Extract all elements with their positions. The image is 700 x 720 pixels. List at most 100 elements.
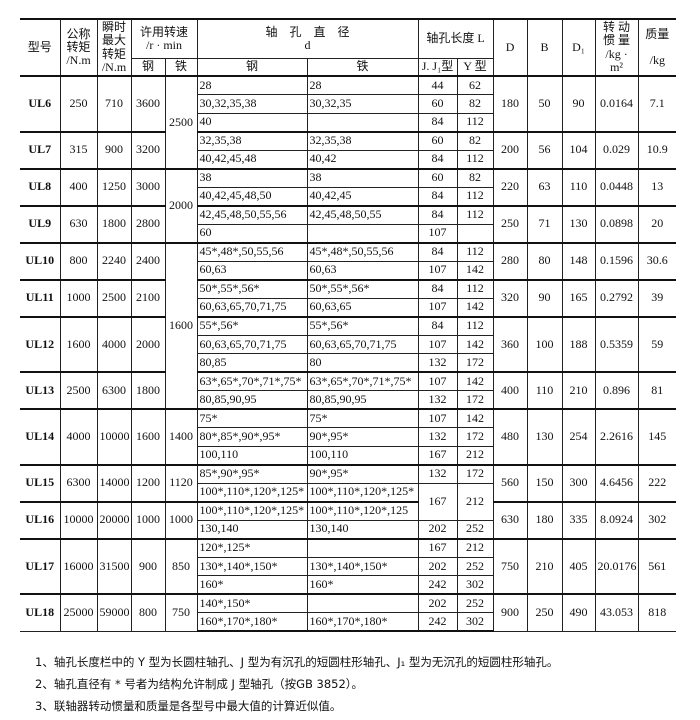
B-cell: 71 bbox=[526, 204, 563, 243]
speed-iron-cell: 750 bbox=[164, 593, 198, 632]
bore-iron-cell: 130,140 bbox=[306, 519, 419, 539]
inertia-cell: 0.5359 bbox=[594, 315, 639, 373]
length-y-cell: 172 bbox=[456, 353, 494, 373]
length-y-cell: 302 bbox=[456, 575, 494, 595]
table-row: 30,32,35,38 30,32,35 60 82 bbox=[20, 94, 676, 114]
torque-cell: 250 bbox=[59, 75, 98, 132]
mass-cell: 7.1 bbox=[637, 75, 677, 132]
bore-steel-cell: 40,42,45,48 bbox=[196, 149, 308, 169]
length-y-cell: 142 bbox=[456, 297, 494, 317]
mass-cell: 561 bbox=[637, 537, 677, 595]
length-j-cell: 242 bbox=[417, 612, 458, 632]
length-y-cell: 112 bbox=[456, 149, 494, 169]
table-row: 80,85 80 132 172 bbox=[20, 353, 676, 373]
bore-steel-cell: 60,63,65,70,71,75 bbox=[196, 334, 308, 354]
peak-torque-cell: 14000 bbox=[96, 463, 132, 502]
speed-iron-cell: 850 bbox=[164, 537, 198, 595]
length-y-cell: 112 bbox=[456, 241, 494, 262]
bore-steel-cell: 32,35,38 bbox=[196, 130, 308, 151]
mass-cell: 81 bbox=[637, 371, 677, 410]
length-y-cell: 112 bbox=[456, 278, 494, 299]
torque-cell: 16000 bbox=[59, 537, 98, 595]
bore-iron-cell: 100*,110*,120*,125* bbox=[306, 482, 419, 502]
inertia-cell: 0.1596 bbox=[594, 241, 639, 280]
inertia-cell: 0.0898 bbox=[594, 204, 639, 243]
mass-cell: 222 bbox=[637, 463, 677, 502]
header-bore-iron: 铁 bbox=[306, 58, 419, 77]
peak-torque-cell: 2500 bbox=[96, 278, 132, 317]
bore-iron-cell: 90*,95* bbox=[306, 427, 419, 447]
length-j-cell: 107 bbox=[417, 408, 458, 428]
D-cell: 750 bbox=[492, 537, 528, 595]
bore-steel-cell: 80,85,90,95 bbox=[196, 390, 308, 410]
length-j-cell: 132 bbox=[417, 353, 458, 373]
inertia-cell: 0.0164 bbox=[594, 75, 639, 132]
table-row: UL17 16000 31500 900 850 120*,125* 167 212 750 21… bbox=[20, 537, 677, 595]
mass-cell: 13 bbox=[637, 167, 677, 206]
mass-cell: 302 bbox=[637, 500, 677, 539]
bore-iron-cell: 45*,48*,50,55,56 bbox=[306, 241, 419, 262]
bore-steel-cell: 85*,90*,95* bbox=[196, 463, 308, 484]
B-cell: 250 bbox=[526, 593, 563, 632]
speed-iron-cell: 2000 bbox=[164, 167, 198, 243]
header-D1: D₁ bbox=[561, 18, 596, 77]
bore-iron-cell: 160*,170*,180* bbox=[306, 612, 419, 632]
D1-cell: 300 bbox=[561, 463, 596, 502]
bore-steel-cell: 60,63 bbox=[196, 260, 308, 280]
length-y-cell: 172 bbox=[456, 463, 494, 484]
mass-cell: 39 bbox=[637, 278, 677, 317]
bore-iron-cell: 60,63,65,70,71,75 bbox=[306, 334, 419, 354]
bore-iron-cell: 42,45,48,50,55 bbox=[306, 204, 419, 225]
table-body: UL6 250 710 3600 2500 28 28 44 62 180 50 90 0.0164 7.… bbox=[20, 75, 677, 632]
model-cell: UL13 bbox=[20, 371, 61, 410]
header-model: 型号 bbox=[20, 18, 61, 77]
table-row: 60,63,65,70,71,75 60,63,65,70,71,75 107 142 bbox=[20, 334, 676, 354]
length-y-cell: 82 bbox=[456, 167, 494, 188]
peak-torque-cell: 4000 bbox=[96, 315, 132, 373]
D-cell: 250 bbox=[492, 204, 528, 243]
D-cell: 220 bbox=[492, 167, 528, 206]
D1-cell: 130 bbox=[561, 204, 596, 243]
bore-steel-cell: 40 bbox=[196, 112, 308, 132]
D-cell: 320 bbox=[492, 278, 528, 317]
length-j-cell: 167 bbox=[417, 445, 458, 465]
model-cell: UL18 bbox=[20, 593, 61, 632]
torque-cell: 4000 bbox=[59, 408, 98, 465]
model-cell: UL10 bbox=[20, 241, 61, 280]
length-j-cell: 84 bbox=[417, 204, 458, 225]
model-cell: UL17 bbox=[20, 537, 61, 595]
speed-iron-cell: 2500 bbox=[164, 75, 198, 169]
length-j-cell: 84 bbox=[417, 278, 458, 299]
length-j-cell: 202 bbox=[417, 519, 458, 539]
speed-steel-cell: 1600 bbox=[130, 408, 166, 465]
header-speed-steel: 钢 bbox=[130, 58, 166, 77]
bore-steel-cell: 80,85 bbox=[196, 353, 308, 373]
torque-cell: 25000 bbox=[59, 593, 98, 632]
bore-iron-cell: 90*,95* bbox=[306, 463, 419, 484]
length-j-cell: 242 bbox=[417, 575, 458, 595]
D-cell: 360 bbox=[492, 315, 528, 373]
bore-steel-cell: 100*,110*,120*,125* bbox=[196, 482, 308, 502]
speed-iron-cell: 1400 bbox=[164, 408, 198, 465]
length-y-cell: 252 bbox=[456, 593, 494, 613]
length-y-cell: 172 bbox=[456, 390, 494, 410]
bore-steel-cell: 40,42,45,48,50 bbox=[196, 186, 308, 206]
length-y-cell: 82 bbox=[456, 130, 494, 151]
table-row: UL16 10000 20000 1000 1000 100*,110*,120*,125… bbox=[20, 500, 677, 539]
D-cell: 630 bbox=[492, 500, 528, 539]
mass-cell: 818 bbox=[637, 593, 677, 632]
bore-iron-cell: 50*,55*,56* bbox=[306, 278, 419, 299]
length-j-cell: 107 bbox=[417, 260, 458, 280]
bore-iron-cell: 60,63,65 bbox=[306, 297, 419, 317]
bore-steel-cell: 30,32,35,38 bbox=[196, 94, 308, 114]
length-y-cell: 112 bbox=[456, 186, 494, 206]
bore-iron-cell: 80 bbox=[306, 353, 419, 373]
model-cell: UL15 bbox=[20, 463, 61, 502]
header-speed: 许用转速 /r · min bbox=[130, 18, 198, 59]
model-cell: UL16 bbox=[20, 500, 61, 539]
B-cell: 180 bbox=[526, 500, 563, 539]
length-y-cell: 142 bbox=[456, 408, 494, 428]
D-cell: 400 bbox=[492, 371, 528, 410]
length-j-cell: 167 bbox=[417, 537, 458, 558]
torque-cell: 6300 bbox=[59, 463, 98, 502]
